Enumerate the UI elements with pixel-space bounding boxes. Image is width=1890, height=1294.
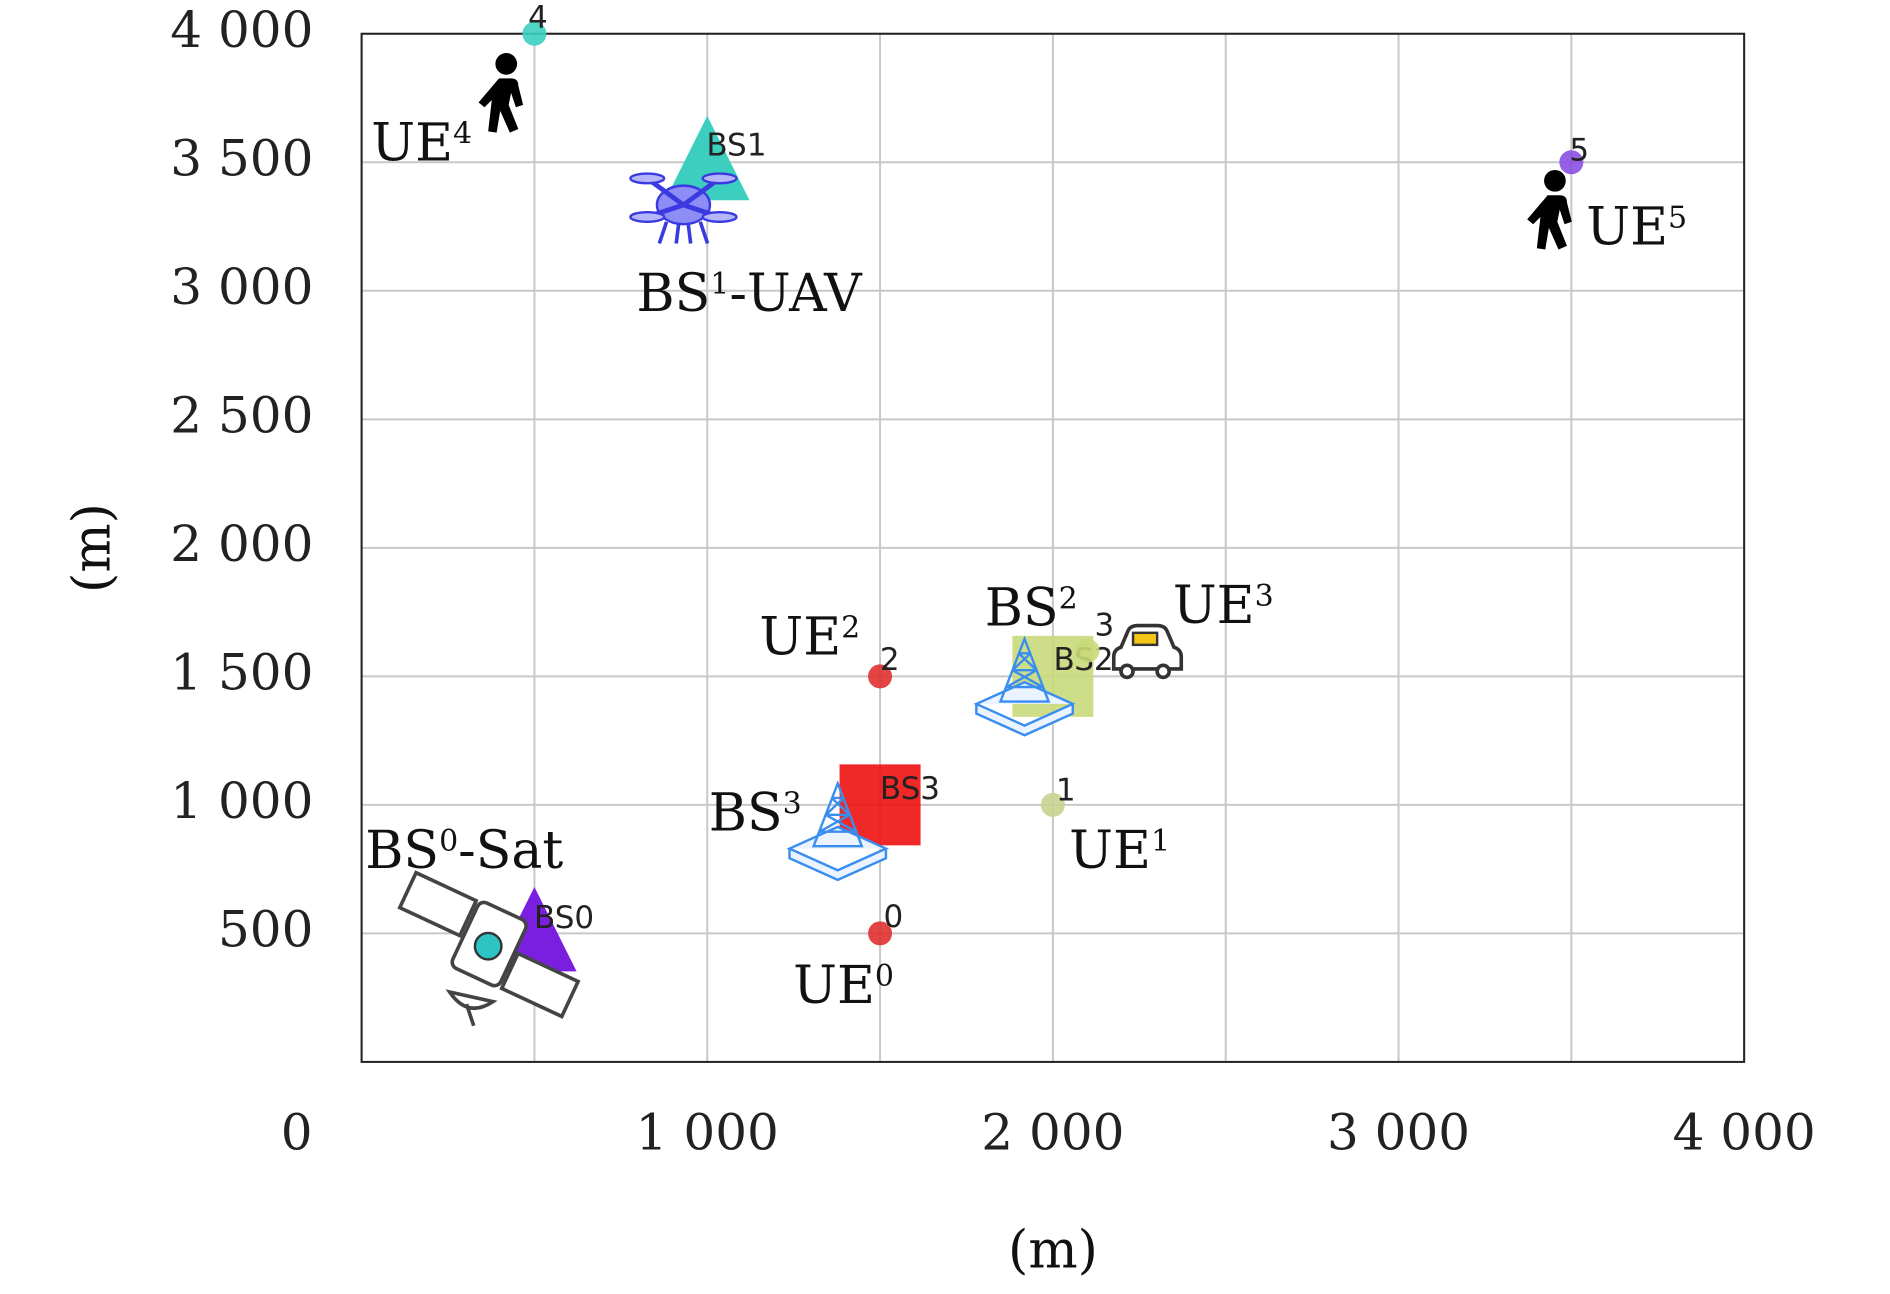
wheel <box>1119 663 1135 680</box>
y-tick-label: 2 500 <box>170 386 313 444</box>
base <box>973 680 1076 737</box>
ue-tag: 5 <box>1569 132 1589 168</box>
label-base: UE <box>1069 821 1151 881</box>
label-base: UE <box>793 956 875 1016</box>
ue-marker <box>522 21 547 46</box>
lattice <box>998 635 1051 703</box>
ue-label: UE0 <box>793 956 894 1016</box>
y-tick-label: 4 000 <box>170 1 313 59</box>
rotor <box>629 172 666 185</box>
bs-label: BS0-Sat <box>365 821 563 881</box>
ue-marker <box>1040 792 1065 817</box>
satellite-icon <box>397 870 581 1027</box>
person-icon <box>478 53 524 133</box>
label-sup: 3 <box>783 786 802 821</box>
body <box>1527 195 1572 250</box>
bs-tag: BS1 <box>706 128 766 164</box>
label-base: UE <box>759 608 841 668</box>
ue-tag: 1 <box>1056 772 1076 808</box>
head <box>495 53 518 75</box>
plot-frame <box>360 32 1746 1063</box>
ue-marker <box>1559 150 1584 175</box>
y-axis-label: (m) <box>63 503 123 593</box>
ue-tag: 4 <box>528 0 548 36</box>
panel <box>499 951 581 1019</box>
wheel <box>1155 663 1172 680</box>
ue-label: UE2 <box>759 608 860 668</box>
label-sup: 1 <box>710 266 729 301</box>
ue-tag: 2 <box>880 642 900 678</box>
label-sup: 4 <box>453 116 472 151</box>
rotor <box>701 172 738 185</box>
ue-tag: 3 <box>1094 607 1114 643</box>
x-tick-label: 0 <box>281 1104 313 1162</box>
x-tick-label: 4 000 <box>1673 1104 1816 1162</box>
label-sup: 3 <box>1255 579 1274 614</box>
label-sup: 1 <box>1151 823 1170 858</box>
bs-label: BS3 <box>709 783 802 843</box>
label-base: UE <box>371 113 453 173</box>
panel <box>397 870 479 939</box>
ue-label: UE1 <box>1069 821 1170 881</box>
person-icon <box>1527 169 1572 250</box>
label-sup: 5 <box>1668 200 1687 235</box>
y-tick-label: 500 <box>218 900 313 958</box>
rotor <box>701 210 738 223</box>
drone-icon <box>629 172 738 245</box>
label-base: BS <box>365 821 439 881</box>
label-base: UE <box>1173 576 1255 636</box>
y-tick-label: 3 000 <box>170 258 313 316</box>
label-sup: 0 <box>439 823 458 858</box>
window <box>1131 631 1159 647</box>
tower-icon <box>973 635 1076 737</box>
base <box>786 825 889 882</box>
ue-marker <box>868 664 893 689</box>
y-tick-label: 3 500 <box>170 129 313 187</box>
car-body <box>1111 623 1184 671</box>
rotor <box>629 210 666 223</box>
label-suffix: -Sat <box>458 821 563 881</box>
label-base: BS <box>636 264 710 324</box>
label-suffix: -UAV <box>729 264 863 324</box>
ue-tag: 0 <box>884 899 904 935</box>
ue-marker <box>868 921 893 946</box>
label-sup: 0 <box>875 958 894 993</box>
x-tick-label: 2 000 <box>981 1104 1124 1162</box>
y-tick-label: 1 500 <box>170 643 313 701</box>
ue-label: UE3 <box>1173 576 1274 636</box>
ue-label: UE4 <box>371 113 472 173</box>
head <box>1544 169 1566 192</box>
lens <box>473 931 503 961</box>
dish <box>445 989 498 1027</box>
body <box>478 78 524 133</box>
tower-icon <box>786 780 889 882</box>
lattice <box>811 780 864 848</box>
y-tick-label: 1 000 <box>170 772 313 830</box>
x-tick-label: 3 000 <box>1327 1104 1470 1162</box>
x-tick-label: 1 000 <box>636 1104 779 1162</box>
bs-tag: BS0 <box>534 900 594 936</box>
label-base: BS <box>709 783 783 843</box>
label-sup: 2 <box>1059 581 1078 616</box>
x-axis-label: (m) <box>1008 1221 1098 1281</box>
ue-marker <box>1075 638 1100 663</box>
ue-label: UE5 <box>1586 198 1687 258</box>
label-base: BS <box>985 579 1059 639</box>
label-base: UE <box>1586 198 1668 258</box>
bs-tag: BS3 <box>880 771 940 807</box>
bs-label: BS2 <box>985 579 1078 639</box>
label-sup: 2 <box>841 610 860 645</box>
y-tick-label: 2 000 <box>170 515 313 573</box>
bs-label: BS1-UAV <box>636 264 863 324</box>
legs <box>657 221 710 245</box>
car-icon <box>1111 623 1184 680</box>
